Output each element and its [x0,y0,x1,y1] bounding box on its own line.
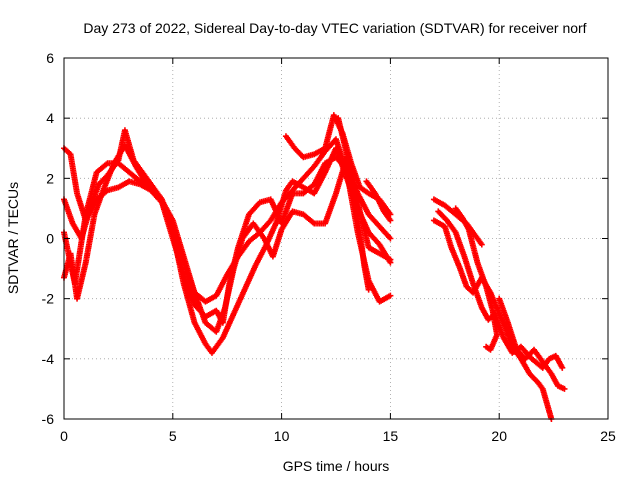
data-points [61,112,568,422]
y-tick-label: -2 [42,291,55,307]
data-point [387,235,394,242]
series-track-3 [61,142,394,335]
x-tick-label: 25 [600,428,616,444]
y-tick-label: -6 [42,411,55,427]
series-track-6 [335,115,372,293]
y-tick-label: 2 [46,170,54,186]
data-point [483,343,490,350]
y-tick-label: 0 [46,231,54,247]
y-axis-label: SDTVAR / TECUs [5,182,21,294]
series-track-4 [61,154,394,326]
chart-title: Day 273 of 2022, Sidereal Day-to-day VTE… [83,20,586,36]
x-tick-label: 15 [383,428,399,444]
x-tick-label: 10 [274,428,290,444]
data-point [387,292,394,299]
data-point [559,364,566,371]
series-track-7 [363,178,394,224]
data-point [387,256,394,263]
data-point [561,385,568,392]
series-track-11 [452,205,501,353]
data-point [387,217,394,224]
x-tick-label: 20 [491,428,507,444]
axis-ticks: 0 5 10 15 20 25 -6 -4 -2 0 2 4 6 [42,50,616,444]
x-tick-label: 5 [169,428,177,444]
y-tick-label: -4 [42,351,55,367]
series-track-12 [496,295,568,392]
series-track-10 [435,208,566,371]
data-point [478,241,485,248]
x-axis-label: GPS time / hours [283,458,390,474]
x-tick-label: 0 [60,428,68,444]
y-tick-label: 4 [46,110,54,126]
y-tick-label: 6 [46,50,54,66]
data-point [365,286,372,293]
